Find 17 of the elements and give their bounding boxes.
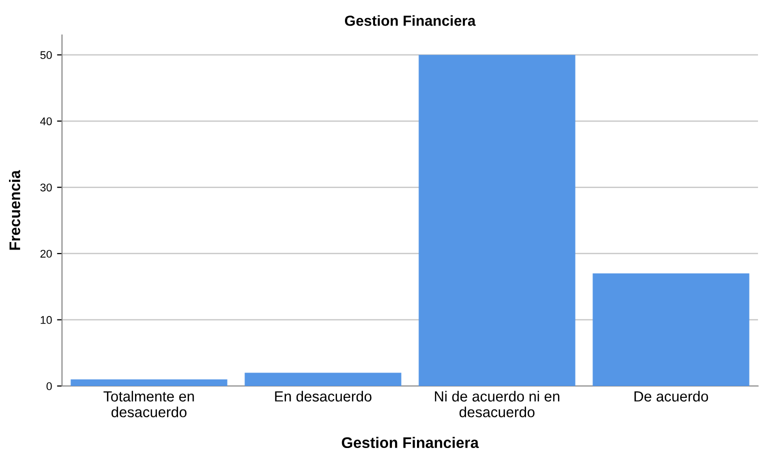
bar	[592, 273, 750, 386]
y-tick-label: 50	[40, 51, 52, 60]
y-tick-label: 20	[40, 250, 52, 258]
bar	[244, 372, 402, 386]
bar	[418, 54, 576, 386]
x-axis-title: Gestion Financiera	[342, 436, 479, 448]
x-tick-label: De acuerdo	[634, 390, 708, 402]
y-tick-label: 10	[40, 316, 52, 324]
y-axis-title: Frecuencia	[9, 170, 20, 250]
x-tick-label: En desacuerdo	[275, 390, 372, 402]
bar	[70, 379, 228, 386]
chart-title: Gestion Financiera	[344, 15, 476, 26]
x-tick-label: Totalmente en desacuerdo	[104, 390, 194, 418]
y-tick-label: 40	[40, 117, 52, 126]
y-tick-label: 0	[46, 382, 52, 390]
y-tick-label: 30	[40, 184, 52, 192]
x-tick-label: Ni de acuerdo ni en desacuerdo	[434, 390, 560, 418]
